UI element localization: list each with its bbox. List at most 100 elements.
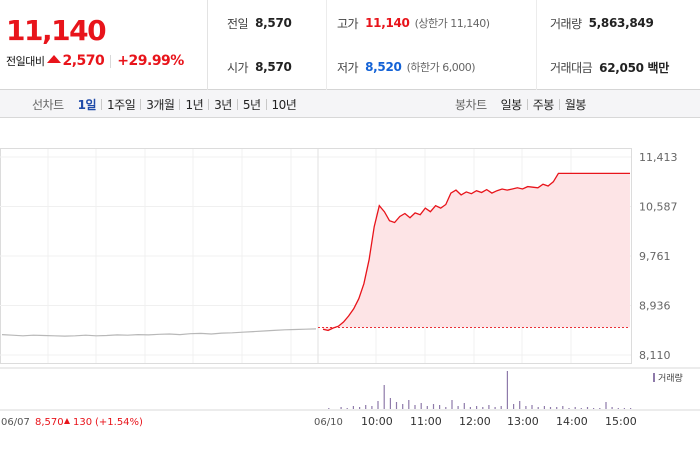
volume-bar [432, 404, 435, 409]
prev-day-up-arrow-icon [64, 418, 70, 424]
volume-bar [586, 407, 589, 409]
stat-high: 고가 11,140 (상한가 11,140) [337, 13, 490, 33]
volume-bar [556, 407, 558, 409]
volume-bar [611, 407, 613, 409]
prev-day-price-line [1, 328, 317, 337]
volume-bar [580, 408, 582, 409]
y-tick-label: 9,761 [639, 250, 671, 263]
prev-day-change-pct-label: (+1.54%) [95, 417, 143, 428]
x-tick-label: 06/10 [314, 417, 343, 428]
volume-bar [630, 408, 632, 409]
volume-bar [525, 406, 527, 409]
volume-bar [451, 400, 453, 409]
x-tick-label: 14:00 [556, 415, 588, 428]
change-divider [110, 54, 112, 68]
stat-label: 거래량 [550, 16, 582, 31]
stat-column-3: 거래량 5,863,849 거래대금 62,050 백만 [536, 0, 700, 90]
volume-bar [469, 407, 471, 409]
stat-limit-down: (하한가 6,000) [406, 61, 476, 74]
change-percent: +29.99% [117, 53, 184, 69]
tab-3m[interactable]: 3개월 [146, 97, 175, 112]
stat-value: 8,570 [255, 16, 292, 30]
tab-1y[interactable]: 1년 [185, 97, 204, 112]
tab-weekly-candle[interactable]: 주봉 [532, 97, 555, 112]
volume-bar [605, 402, 607, 409]
prev-day-date-label: 06/07 [1, 417, 30, 428]
tab-divider [208, 98, 210, 110]
stat-label: 거래대금 [550, 60, 593, 75]
volume-bar [389, 398, 391, 409]
tab-5y[interactable]: 5년 [242, 97, 261, 112]
x-tick-label: 11:00 [410, 415, 442, 428]
y-tick-label: 11,413 [639, 151, 678, 164]
stat-value: 11,140 [365, 16, 410, 30]
y-tick-label: 8,936 [639, 300, 671, 313]
tab-divider [236, 98, 238, 110]
tab-1d[interactable]: 1일 [77, 97, 97, 112]
stat-label: 저가 [337, 60, 359, 75]
stat-value: 8,570 [255, 60, 292, 74]
change-row: 전일대비 2,570 +29.99% [6, 53, 184, 69]
stat-volume: 거래량 5,863,849 [550, 13, 654, 33]
line-chart-label: 선차트 [32, 97, 64, 112]
stat-label: 고가 [337, 16, 359, 31]
volume-bar [346, 408, 348, 409]
up-arrow-icon [47, 55, 62, 63]
x-tick-label: 12:00 [459, 415, 491, 428]
stat-label: 시가 [227, 60, 249, 75]
prev-day-close-label: 8,570 [35, 417, 64, 428]
volume-bar [623, 408, 625, 409]
stat-low: 저가 8,520 (하한가 6,000) [337, 57, 476, 77]
intraday-chart: 11,413 10,587 9,761 8,936 8,110 거래량 06/07 8,570… [0, 118, 700, 450]
tab-10y[interactable]: 10년 [271, 97, 297, 112]
volume-legend-swatch [653, 373, 655, 382]
stat-grid: 전일 8,570 시가 8,570 고가 11,140 (상한가 11,140)… [208, 0, 700, 90]
x-tick-label: 13:00 [507, 415, 539, 428]
stat-limit-up: (상한가 11,140) [414, 17, 490, 30]
volume-bar [488, 405, 490, 409]
volume-bar [476, 406, 478, 409]
volume-bar [395, 402, 398, 409]
candle-chart-label: 봉차트 [455, 97, 487, 112]
stat-prev-close: 전일 8,570 [227, 13, 292, 33]
volume-bar [359, 407, 361, 409]
volume-bar [383, 385, 385, 409]
volume-bar [562, 406, 564, 409]
tab-daily-candle[interactable]: 일봉 [500, 97, 523, 112]
tab-divider [558, 98, 560, 110]
volume-bar [543, 406, 545, 409]
volume-bar [513, 404, 515, 409]
tab-divider [526, 98, 528, 110]
stat-label: 전일 [227, 16, 249, 31]
volume-bar [549, 407, 552, 409]
stat-amount: 거래대금 62,050 백만 [550, 57, 669, 77]
volume-bar [537, 407, 539, 409]
tab-divider [179, 98, 181, 110]
volume-bar [371, 406, 373, 409]
change-label: 전일대비 [6, 55, 45, 68]
volume-bar [328, 408, 330, 409]
today-price-line [322, 172, 630, 332]
tab-1w[interactable]: 1주일 [107, 97, 136, 112]
quote-panel: 11,140 전일대비 2,570 +29.99% 전일 8,570 시가 8,… [0, 0, 700, 90]
volume-bar [463, 403, 465, 409]
volume-bar [599, 408, 601, 409]
x-tick-label: 10:00 [361, 415, 393, 428]
tab-3y[interactable]: 3년 [214, 97, 232, 112]
tab-monthly-candle[interactable]: 월봉 [564, 97, 587, 112]
volume-bar [593, 408, 595, 409]
stat-value: 62,050 백만 [599, 60, 670, 75]
volume-bar [408, 400, 410, 409]
volume-bar [414, 405, 416, 409]
volume-bar [439, 405, 441, 409]
stat-open: 시가 8,570 [227, 57, 292, 77]
change-value: 2,570 [62, 53, 105, 69]
volume-bar [402, 404, 404, 409]
today-area-fill [323, 173, 630, 331]
x-tick-label: 15:00 [605, 415, 637, 428]
volume-bar [568, 408, 570, 409]
intraday-chart-svg: 11,413 10,587 9,761 8,936 8,110 거래량 06/07 8,570… [0, 148, 700, 428]
volume-bar [352, 406, 354, 409]
volume-bar [340, 407, 342, 409]
stat-column-2: 고가 11,140 (상한가 11,140) 저가 8,520 (하한가 6,0… [326, 0, 536, 90]
